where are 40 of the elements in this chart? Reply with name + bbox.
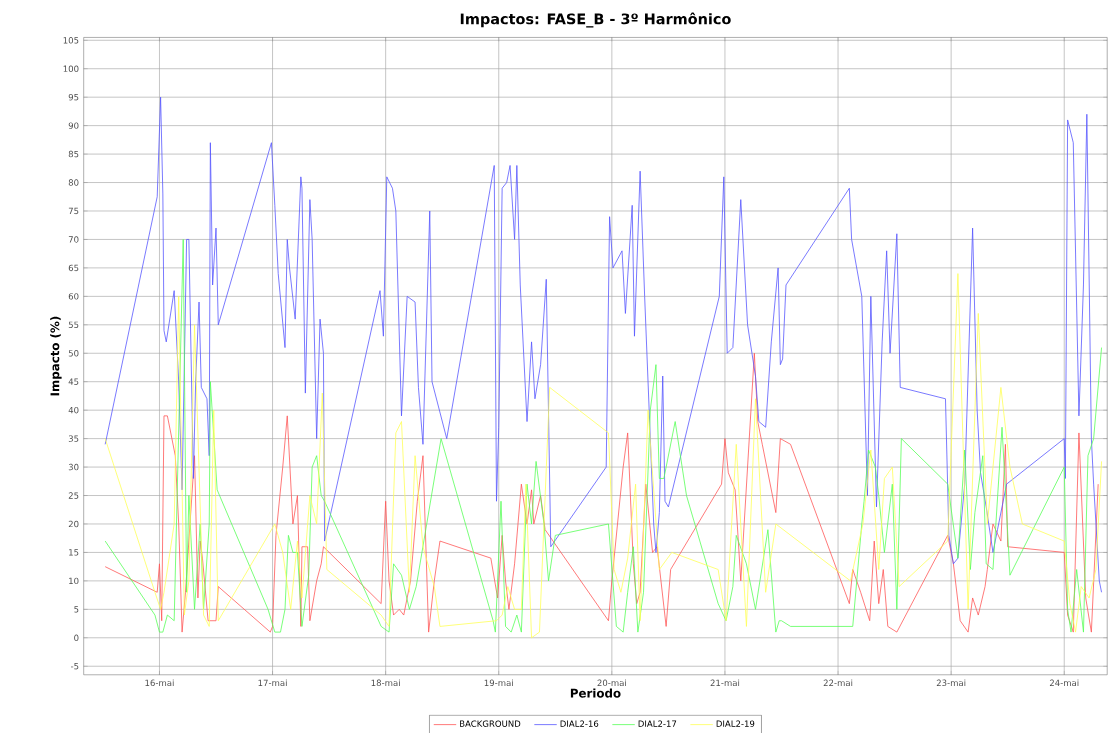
x-tick-label: 20-mai	[597, 679, 626, 687]
y-tick-label: 60	[68, 293, 79, 300]
legend-label: DIAL2-19	[716, 720, 755, 727]
y-axis-title: Impacto (%)	[50, 316, 62, 396]
y-tick-label: 85	[68, 150, 79, 158]
line-series	[104, 96, 1102, 593]
x-tick-label: 16-mai	[145, 679, 174, 687]
y-tick-label: 55	[68, 321, 79, 329]
y-tick-label: 30	[68, 463, 79, 471]
y-tick-label: 10	[69, 577, 79, 585]
y-tick-label: -5	[70, 663, 79, 670]
y-tick-label: 45	[68, 378, 79, 385]
x-tick-label: 17-mai	[258, 679, 287, 687]
y-tick-label: 25	[68, 492, 79, 499]
x-tick-label: 23-mai	[936, 679, 966, 687]
y-tick-label: 80	[68, 179, 79, 186]
y-tick-label: 65	[68, 264, 79, 272]
y-tick-label: 70	[68, 236, 79, 243]
y-tick-label: 35	[68, 435, 79, 442]
x-tick-label: 19-mai	[484, 679, 513, 687]
y-tick-label: 20	[68, 520, 79, 528]
chart-title: Impactos: FASE_B - 3º Harmônico	[460, 12, 731, 28]
y-tick-label: 40	[68, 407, 79, 414]
y-tick-label: 95	[68, 94, 79, 101]
y-tick-label: 90	[68, 122, 79, 129]
y-tick-label: 100	[63, 65, 79, 73]
x-tick-label: 21-mai	[710, 679, 740, 687]
legend-label: DIAL2-17	[638, 720, 677, 727]
x-tick-label: 22-mai	[823, 679, 853, 687]
y-tick-label: 15	[69, 549, 79, 556]
y-tick-label: 5	[74, 606, 79, 613]
y-tick-label: 75	[68, 207, 79, 215]
x-axis-title: Periodo	[570, 688, 621, 698]
legend-label: BACKGROUND	[460, 720, 521, 727]
legend-label: DIAL2-16	[560, 720, 599, 727]
y-tick-label: 105	[63, 37, 79, 44]
y-tick-label: 0	[74, 634, 79, 642]
x-tick-label: 24-mai	[1049, 679, 1079, 687]
y-tick-label: 50	[68, 350, 79, 357]
x-tick-label: 18-mai	[371, 679, 400, 687]
